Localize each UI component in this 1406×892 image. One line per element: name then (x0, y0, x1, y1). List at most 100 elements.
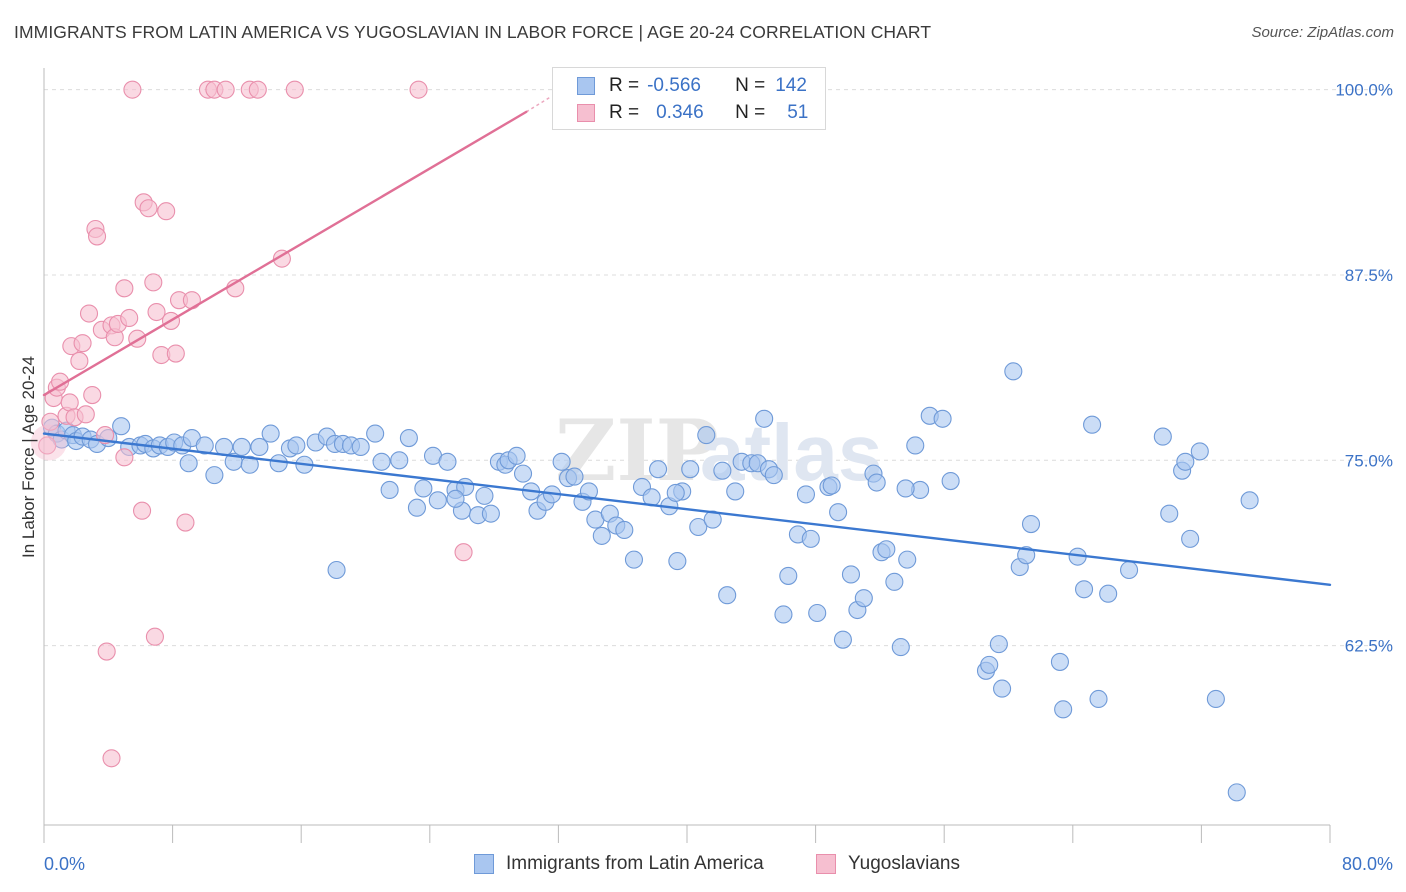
latin-america-point (615, 520, 634, 540)
latin-america-point (1004, 362, 1023, 381)
latin-america-point (205, 466, 224, 485)
yugoslavian-point (41, 412, 60, 431)
trend-layer (42, 96, 1332, 587)
yugoslavian-point (182, 291, 201, 310)
latin-america-point (399, 429, 418, 448)
latin-america-point (764, 466, 783, 485)
latin-america-trend-line (42, 432, 1332, 587)
latin-america-point (579, 482, 598, 501)
latin-america-point (366, 424, 385, 443)
latin-america-point (1176, 452, 1195, 471)
latin-america-point (713, 461, 732, 480)
chart-source: Source: ZipAtlas.com (1251, 24, 1394, 41)
bottom-legend-latin-america: Immigrants from Latin America (474, 851, 764, 877)
watermark-atlas: atlas (700, 408, 882, 497)
latin-america-point (195, 436, 214, 455)
y-tick-label: 62.5% (1345, 637, 1393, 656)
latin-america-point (372, 452, 391, 471)
latin-america-point (726, 482, 745, 501)
yugoslavian-trend-extension (525, 96, 551, 113)
latin-america-point (898, 550, 917, 569)
latin-america-point (833, 630, 852, 649)
yugoslavian-point (454, 543, 473, 562)
yugoslavian-point (97, 642, 116, 661)
legend-swatch-blue (577, 77, 595, 95)
yugoslavian-point (70, 351, 89, 371)
legend-n-value: 142 (775, 75, 807, 96)
latin-america-point (980, 655, 999, 674)
latin-america-point (906, 436, 925, 455)
y-tick-label: 87.5% (1345, 266, 1393, 285)
yugoslavian-point (38, 436, 57, 455)
yugoslavian-point (147, 302, 166, 322)
latin-america-point (1160, 504, 1179, 523)
latin-america-point (240, 455, 259, 474)
yugoslavian-point (139, 199, 158, 218)
latin-america-point (841, 565, 861, 584)
bottom-legend-swatch-blue (474, 854, 494, 874)
latin-america-point (1089, 689, 1108, 709)
latin-america-point (1054, 700, 1073, 719)
latin-america-point (1190, 442, 1209, 461)
latin-america-point (689, 517, 708, 537)
latin-america-point (891, 638, 910, 657)
yugoslavian-point (166, 344, 185, 363)
legend-r-value: 0.346 (656, 102, 704, 123)
bottom-legend-yugoslavians: Yugoslavians (816, 851, 960, 877)
yugoslavian-point (285, 80, 304, 99)
latin-america-point (867, 473, 886, 492)
latin-america-point (877, 540, 896, 559)
yugoslavian-point (102, 749, 121, 768)
latin-america-point (565, 467, 584, 486)
latin-america-point (1050, 652, 1069, 671)
bottom-legend-swatch-pink (816, 854, 836, 874)
latin-america-point (414, 479, 433, 498)
latin-america-point (755, 409, 774, 428)
yugoslavian-trend-line (42, 110, 528, 397)
latin-america-point (428, 491, 447, 510)
latin-america-point (718, 586, 737, 605)
latin-america-point (624, 550, 644, 569)
latin-america-point (822, 476, 841, 495)
yugoslavian-cluster-point (30, 424, 67, 461)
latin-america-point (269, 454, 288, 473)
yugoslavian-point (120, 308, 139, 328)
yugoslavian-point (144, 273, 163, 292)
latin-america-point (112, 417, 131, 436)
yugoslavian-point (87, 227, 107, 246)
latin-america-point (232, 437, 251, 456)
latin-america-point (507, 446, 526, 465)
y-axis-label: In Labor Force | Age 20-24 (19, 356, 38, 558)
correlation-legend: R = -0.566 N = 142 R = 0.346 N = 51 (552, 67, 826, 130)
yugoslavian-point (216, 80, 235, 99)
latin-america-point (681, 460, 700, 479)
latin-america-point (179, 454, 198, 473)
yugoslavian-point (157, 202, 176, 221)
latin-america-point (390, 451, 409, 470)
yugoslavian-point (83, 386, 102, 405)
latin-america-point (1181, 529, 1200, 548)
latin-america-point (933, 409, 952, 428)
yugoslavian-point (115, 448, 134, 467)
latin-america-point (801, 529, 820, 548)
latin-america-point (287, 436, 306, 455)
latin-america-point (941, 471, 960, 491)
watermark: ZIP atlas (555, 401, 882, 500)
latin-america-point (779, 566, 798, 585)
latin-america-point (481, 504, 500, 523)
latin-america-point (1099, 584, 1118, 603)
yugoslavian-point (272, 249, 291, 268)
bottom-legend-label: Yugoslavians (848, 853, 960, 874)
latin-america-point (351, 437, 370, 456)
yugoslavian-point (248, 80, 267, 99)
latin-america-point (796, 485, 816, 504)
latin-america-point (989, 635, 1008, 654)
latin-america-point (552, 452, 571, 471)
chart-title: IMMIGRANTS FROM LATIN AMERICA VS YUGOSLA… (14, 22, 932, 42)
latin-america-point (438, 452, 457, 471)
yugoslavian-point (145, 627, 164, 646)
legend-n-value: 51 (787, 102, 809, 123)
latin-america-point (1206, 689, 1225, 709)
points-layer (30, 80, 1259, 802)
latin-america-point (1075, 580, 1094, 599)
